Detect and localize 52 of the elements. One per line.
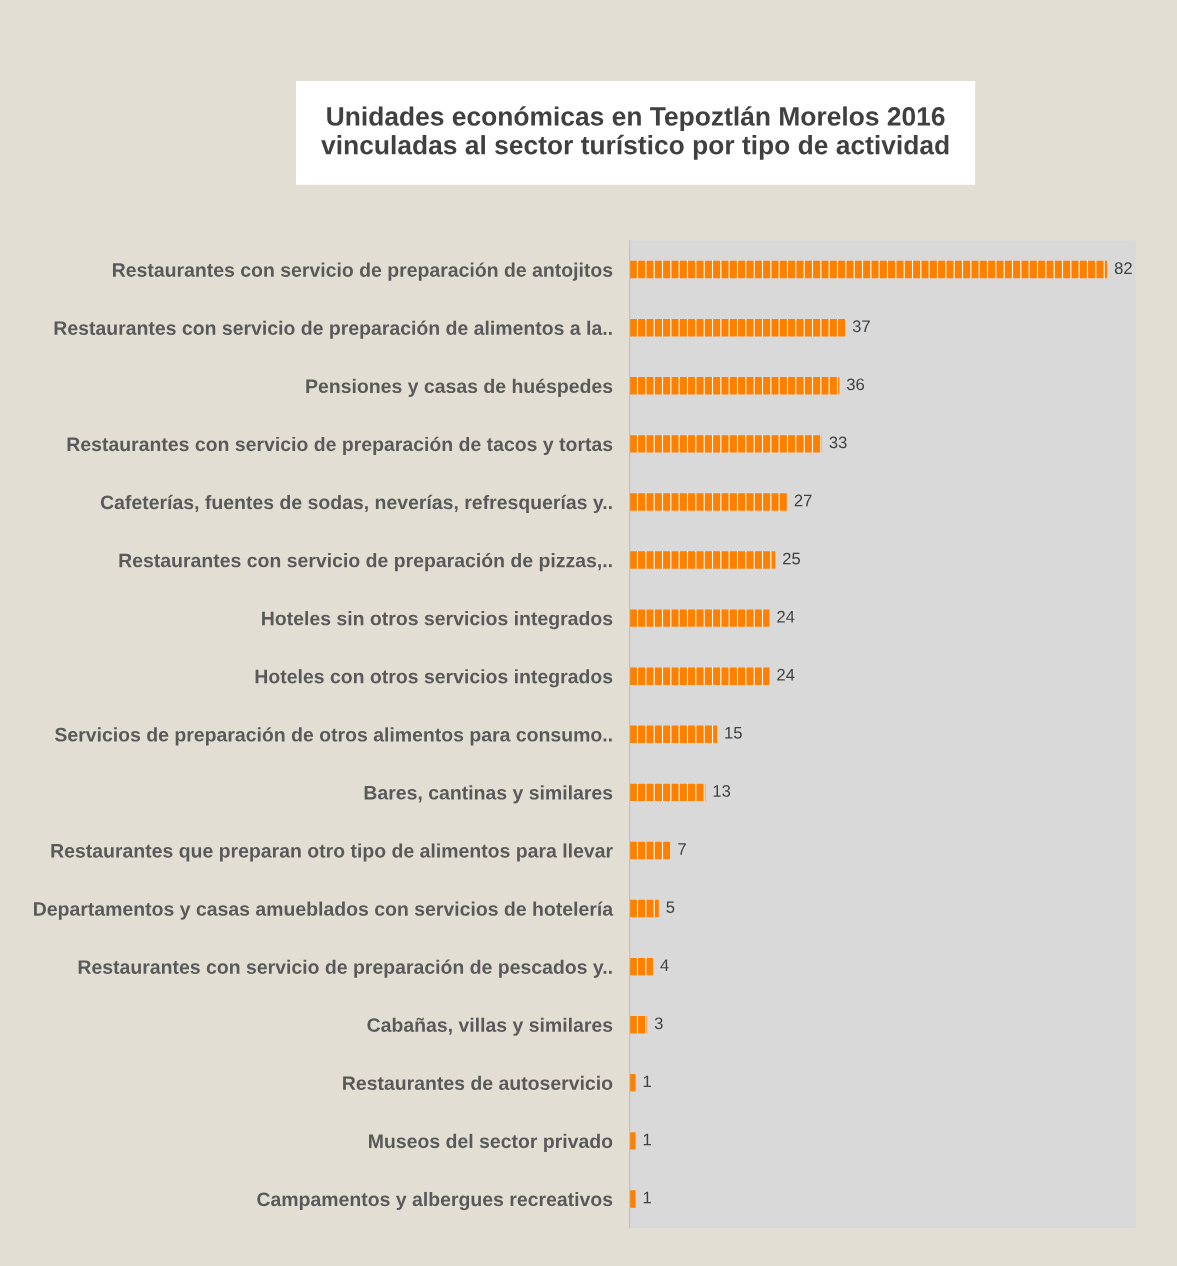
- data-label: 24: [777, 610, 795, 623]
- data-label: 36: [846, 378, 865, 391]
- bar: [629, 318, 846, 337]
- data-label: 37: [852, 320, 870, 333]
- data-label: 24: [777, 668, 795, 681]
- y-tick-label: Restaurantes con servicio de preparación de pizzas,..: [119, 552, 612, 572]
- y-tick-label: Restaurantes de autoservicio: [343, 1075, 613, 1091]
- bar: [629, 435, 822, 453]
- y-tick-label: Cafeterías, fuentes de sodas, neverías, refresquerías y..: [100, 494, 612, 514]
- bar: [629, 1016, 648, 1034]
- bar: [629, 493, 787, 511]
- data-label: 25: [783, 552, 801, 565]
- bar: [629, 1190, 636, 1208]
- data-label: 4: [660, 959, 669, 971]
- y-tick-label: Bares, cantinas y similares: [364, 785, 613, 804]
- data-label: 1: [643, 1075, 651, 1088]
- bar: [629, 377, 840, 395]
- data-label: 1: [643, 1133, 651, 1146]
- data-label: 13: [713, 785, 731, 797]
- bar: [629, 841, 671, 860]
- data-label: 5: [666, 901, 675, 914]
- data-label: 33: [829, 436, 847, 449]
- bar: [629, 1074, 636, 1092]
- y-tick-label: Restaurantes con servicio de preparación de tacos y tortas: [67, 436, 613, 456]
- y-tick-label: Museos del sector privado: [369, 1133, 613, 1152]
- y-tick-label: Hoteles con otros servicios integrados: [255, 669, 613, 688]
- data-label: 7: [678, 843, 686, 855]
- bar: [629, 260, 1108, 279]
- y-tick-label: Pensiones y casas de huéspedes: [306, 378, 613, 397]
- chart-title: Unidades económicas en Tepoztlán Morelos 2016 vinculadas al sector turístico por tipo de actividad: [321, 106, 949, 160]
- data-label: 27: [794, 494, 812, 507]
- y-tick-label: Cabañas, villas y similares: [367, 1017, 613, 1036]
- y-tick-label: Restaurantes que preparan otro tipo de alimentos para llevar: [51, 843, 613, 862]
- data-label: 3: [654, 1017, 663, 1030]
- y-tick-label: Hoteles sin otros servicios integrados: [262, 611, 613, 630]
- y-tick-label: Restaurantes con servicio de preparación de antojitos: [112, 262, 613, 281]
- y-tick-label: Servicios de preparación de otros alimentos para consumo..: [54, 727, 612, 746]
- bar: [629, 551, 776, 569]
- bar: [629, 725, 718, 743]
- y-tick-label: Campamentos y albergues recreativos: [257, 1191, 613, 1211]
- y-tick-label: Restaurantes con servicio de preparación de pescados y..: [78, 959, 612, 978]
- bar: [629, 957, 653, 976]
- data-label: 82: [1114, 262, 1132, 275]
- bar: [629, 1132, 636, 1150]
- bar: [629, 899, 659, 918]
- bar: [629, 667, 770, 685]
- bar: [629, 609, 770, 627]
- bar: [629, 783, 706, 802]
- data-label: 1: [643, 1191, 651, 1204]
- y-tick-label: Departamentos y casas amueblados con servicios de hotelería: [34, 901, 614, 920]
- data-label: 15: [725, 727, 742, 739]
- y-tick-label: Restaurantes con servicio de preparación de alimentos a la..: [54, 320, 612, 339]
